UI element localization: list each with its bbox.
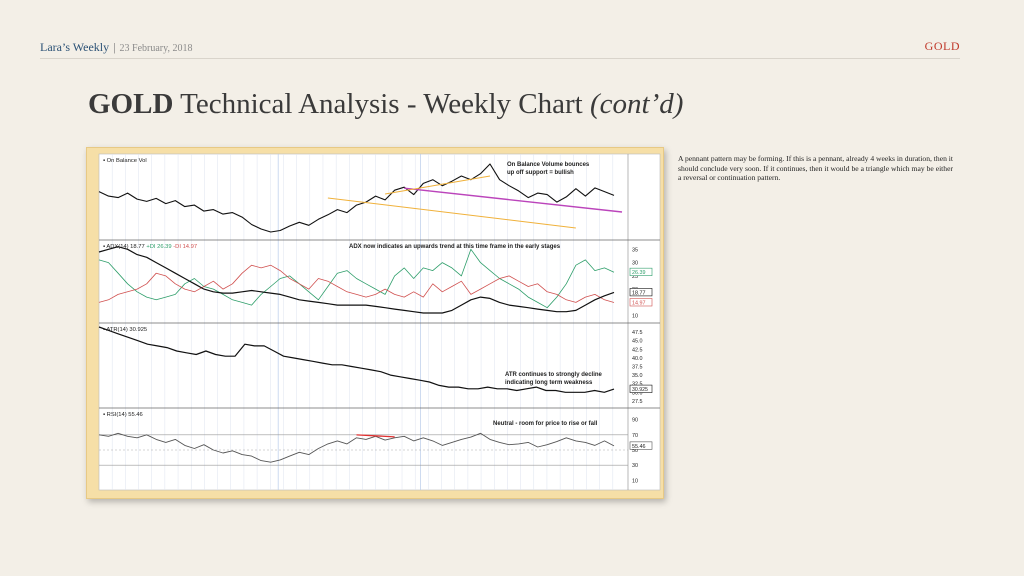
atr-y-tick-label: 30.0 bbox=[632, 390, 643, 396]
obv-annotation-line-2: up off support = bullish bbox=[507, 170, 574, 176]
atr-y-tick-label: 47.5 bbox=[632, 330, 643, 336]
description-text: A pennant pattern may be forming. If thi… bbox=[678, 154, 953, 183]
adx-last-value-label: 14.97 bbox=[632, 300, 646, 306]
obv-support-trendline bbox=[327, 197, 576, 229]
adx-annotation: ADX now indicates an upwards trend at th… bbox=[349, 244, 561, 250]
rsi-y-tick-label: 50 bbox=[632, 448, 638, 454]
atr-annotation-line-1: ATR continues to strongly decline bbox=[505, 372, 603, 378]
rsi-divergence-line bbox=[356, 434, 395, 438]
slide-title: GOLD Technical Analysis - Weekly Chart (… bbox=[88, 88, 683, 121]
technical-chart: ▪ On Balance Vol On Balance Volume bounce… bbox=[98, 153, 661, 491]
title-italic: (cont’d) bbox=[589, 88, 684, 120]
atr-series-line bbox=[98, 326, 615, 393]
adx-last-value-box bbox=[629, 288, 653, 297]
obv-resistance-trendline bbox=[404, 187, 623, 213]
atr-y-tick-label: 45.0 bbox=[632, 339, 643, 345]
header-separator: | bbox=[113, 40, 116, 54]
chart-plot-area bbox=[98, 153, 661, 491]
adx-last-value-box bbox=[629, 298, 653, 307]
rsi-annotation: Neutral - room for price to rise or fall bbox=[493, 421, 598, 427]
rsi-y-tick-label: 70 bbox=[632, 433, 638, 439]
rsi-panel-title: ▪ RSI(14) 55.46 bbox=[103, 412, 143, 418]
title-bold: GOLD bbox=[88, 88, 174, 120]
rsi-y-tick-label: 30 bbox=[632, 463, 638, 469]
atr-y-tick-label: 40.0 bbox=[632, 356, 643, 362]
adx-last-value-label: 26.39 bbox=[632, 270, 646, 276]
rsi-series-line bbox=[98, 432, 615, 463]
adx-y-tick-label: 35 bbox=[632, 247, 638, 253]
adx-y-tick-label: 10 bbox=[632, 314, 638, 320]
atr-panel-title: ▪ ATR(14) 30.925 bbox=[103, 327, 147, 333]
minus-di-series-line bbox=[98, 264, 615, 303]
adx-series-line bbox=[98, 246, 615, 314]
atr-y-tick-label: 27.5 bbox=[632, 399, 643, 405]
obv-support-trendline-short bbox=[385, 175, 491, 195]
adx-last-value-label: 18.77 bbox=[632, 290, 646, 296]
obv-series-line bbox=[98, 163, 615, 233]
atr-last-value-box bbox=[629, 384, 653, 393]
atr-y-tick-label: 42.5 bbox=[632, 347, 643, 353]
atr-annotation-line-2: indicating long term weakness bbox=[505, 380, 593, 386]
rsi-y-tick-label: 90 bbox=[632, 418, 638, 424]
atr-y-tick-label: 35.0 bbox=[632, 373, 643, 379]
rsi-y-tick-label: 10 bbox=[632, 478, 638, 484]
rsi-last-value-box bbox=[629, 441, 653, 450]
brand-name: Lara’s Weekly bbox=[40, 40, 110, 54]
header-date: 23 February, 2018 bbox=[119, 43, 193, 54]
adx-last-value-box bbox=[629, 267, 653, 276]
adx-panel-title: ▪ ADX(14) 18.77 +DI 26.39 -DI 14.97 bbox=[103, 244, 197, 250]
atr-last-value-label: 30.925 bbox=[632, 387, 648, 393]
adx-y-tick-label: 25 bbox=[632, 274, 638, 280]
obv-annotation-line-1: On Balance Volume bounces bbox=[507, 162, 590, 168]
brand: Lara’s Weekly | 23 February, 2018 bbox=[40, 40, 192, 55]
atr-y-tick-label: 32.5 bbox=[632, 382, 643, 388]
plus-di-series-line bbox=[98, 248, 615, 309]
slide-header: Lara’s Weekly | 23 February, 2018 GOLD bbox=[40, 36, 960, 56]
header-divider bbox=[40, 58, 960, 59]
adx-y-tick-label: 30 bbox=[632, 261, 638, 267]
chart-frame: ▪ On Balance Vol On Balance Volume bounce… bbox=[86, 147, 664, 499]
header-tag: GOLD bbox=[924, 39, 960, 53]
obv-panel-title: ▪ On Balance Vol bbox=[103, 158, 147, 164]
atr-y-tick-label: 37.5 bbox=[632, 365, 643, 371]
title-regular: Technical Analysis - Weekly Chart bbox=[173, 88, 590, 120]
rsi-last-value-label: 55.46 bbox=[632, 444, 646, 450]
